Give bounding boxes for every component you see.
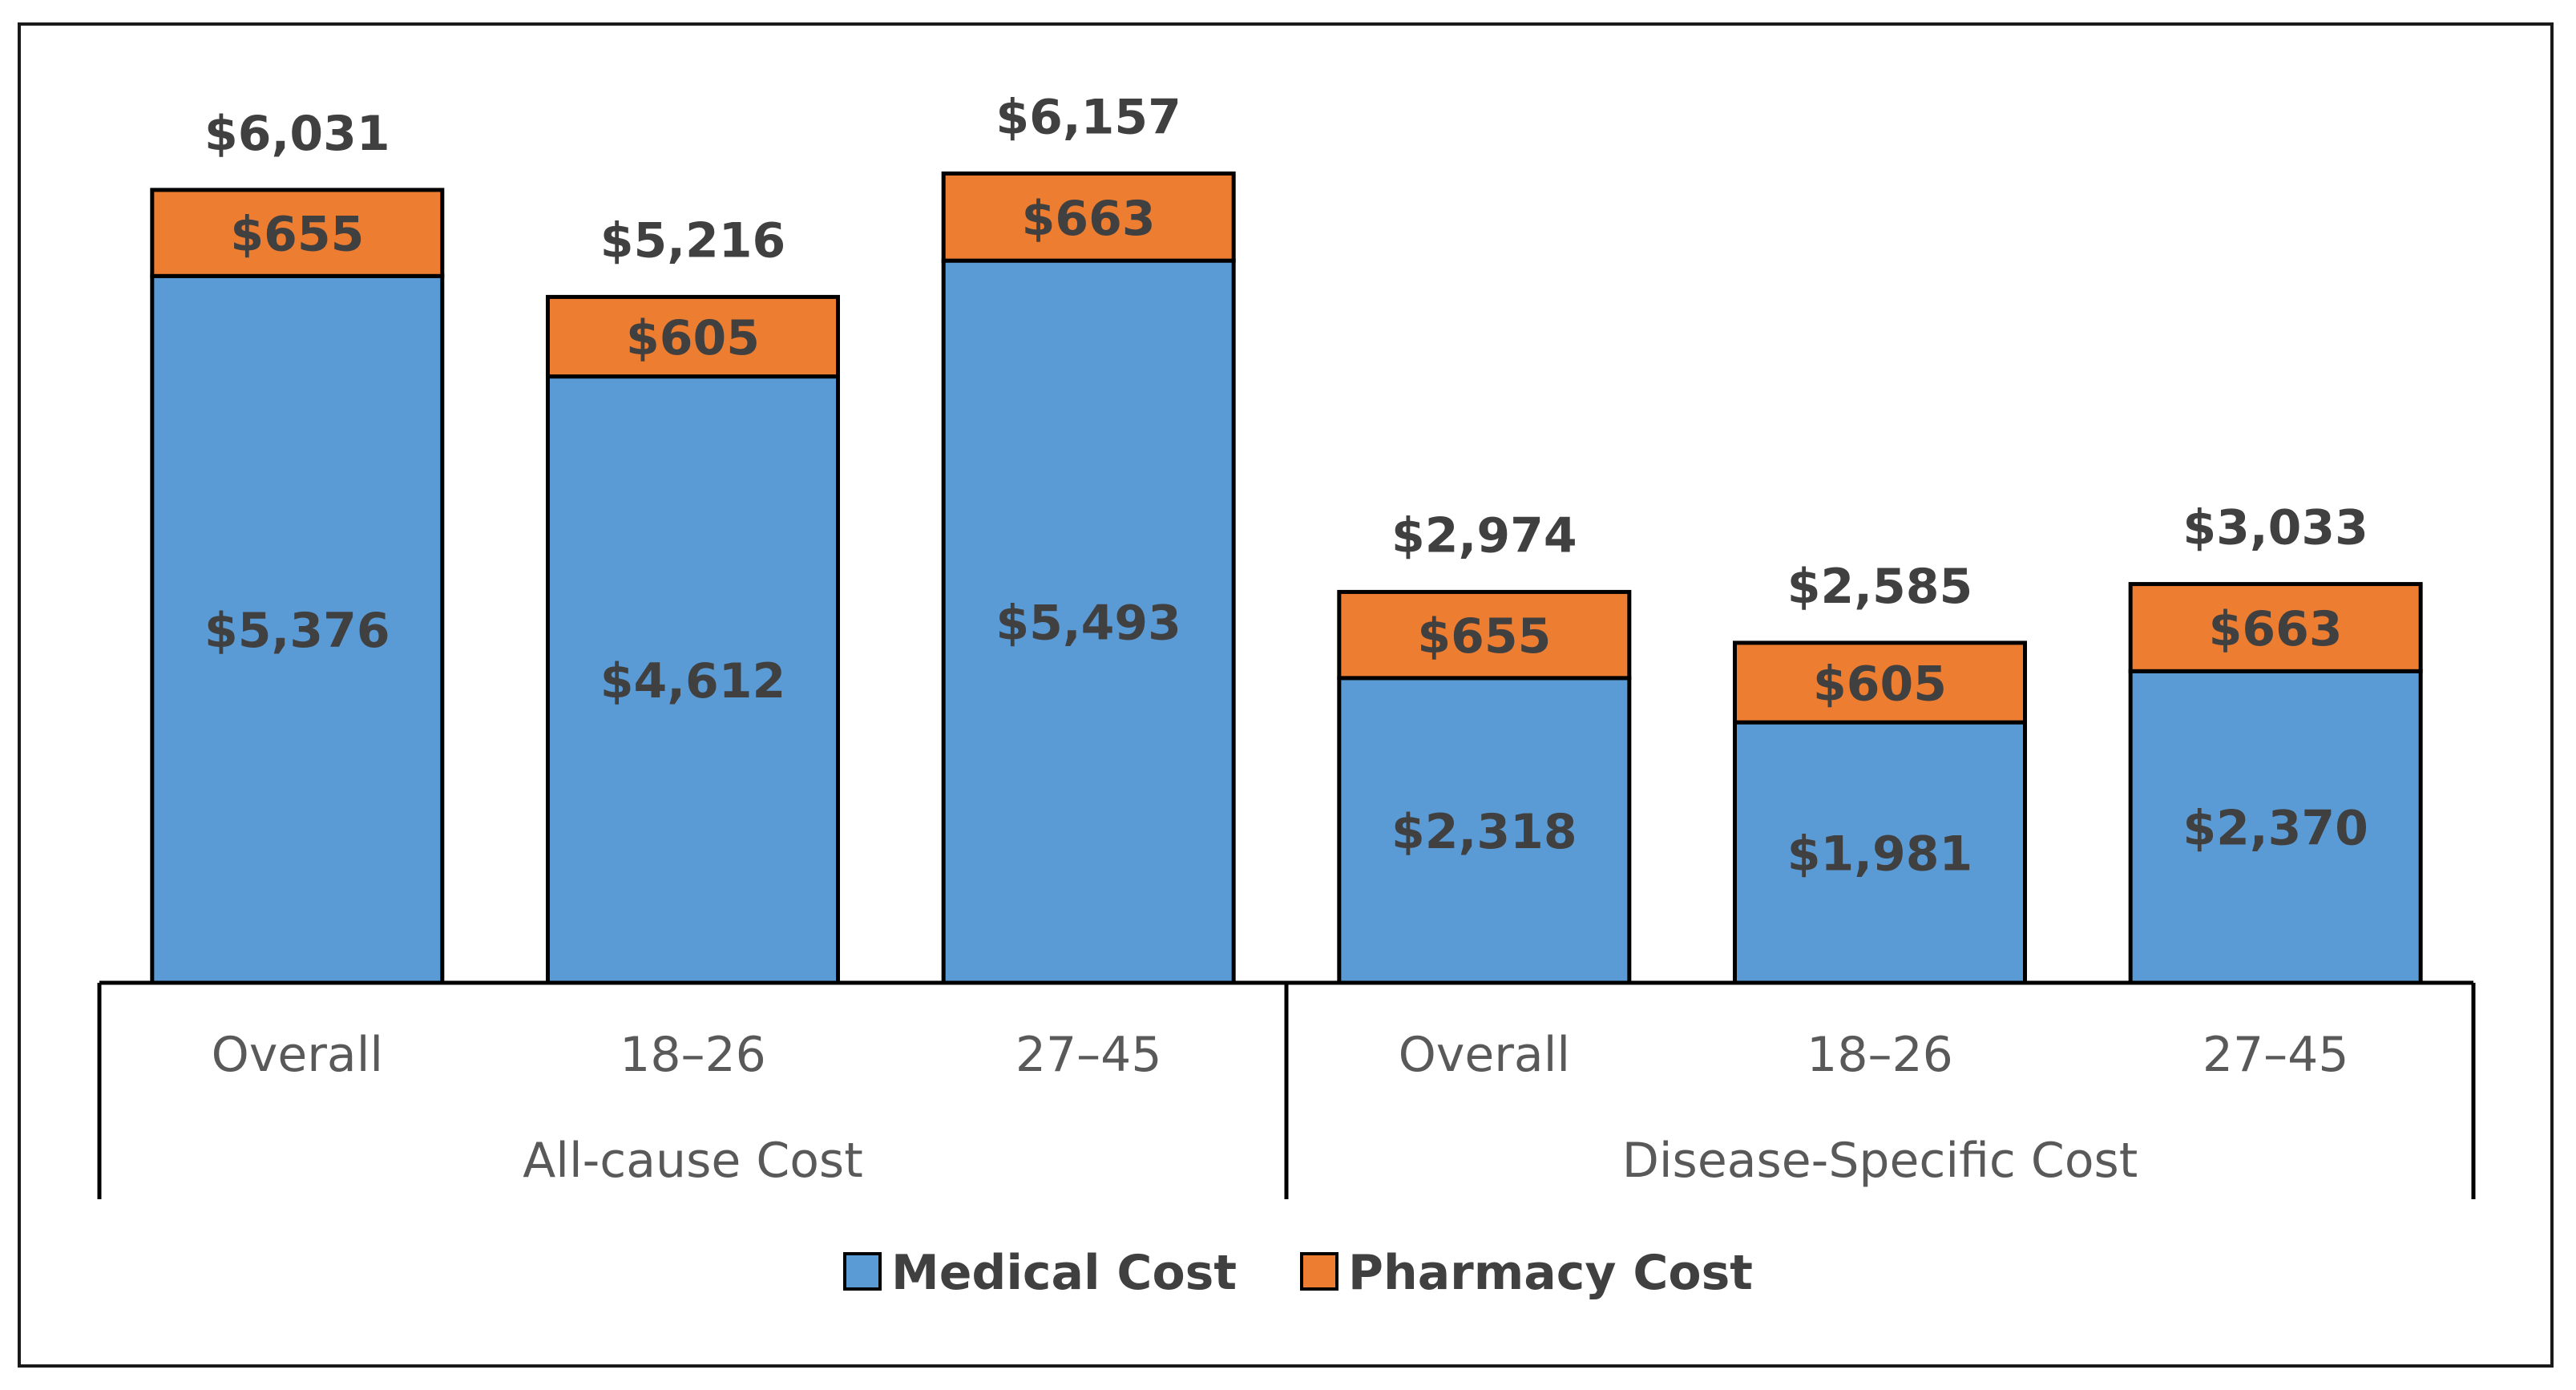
data-label-total: $2,585 <box>1787 559 1973 615</box>
x-tick-label: 18–26 <box>620 1027 766 1083</box>
bar-pharmacy-cost[interactable] <box>1337 589 1632 681</box>
data-label-medical-cost: $2,370 <box>2182 801 2368 857</box>
x-tick-label: 27–45 <box>1015 1027 1162 1083</box>
bar-medical-cost[interactable] <box>941 258 1236 985</box>
data-label-pharmacy-cost: $605 <box>1813 657 1947 713</box>
data-label-medical-cost: $1,981 <box>1787 826 1973 883</box>
bar-medical-cost[interactable] <box>150 273 445 985</box>
data-label-medical-cost: $4,612 <box>600 653 786 709</box>
bar-medical-cost[interactable] <box>546 374 840 985</box>
data-label-total: $5,216 <box>600 212 786 269</box>
data-label-total: $2,974 <box>1391 507 1577 564</box>
x-tick-label: Overall <box>212 1027 383 1083</box>
bar-pharmacy-cost[interactable] <box>150 188 445 278</box>
x-tick-label: 18–26 <box>1807 1027 1953 1083</box>
x-group-label: All-cause Cost <box>523 1133 862 1189</box>
bar-medical-cost[interactable] <box>2128 669 2423 985</box>
bar-medical-cost[interactable] <box>1733 720 2027 985</box>
bar-pharmacy-cost[interactable] <box>941 171 1236 263</box>
data-label-pharmacy-cost: $655 <box>230 207 364 263</box>
data-label-medical-cost: $5,376 <box>204 603 390 659</box>
data-label-medical-cost: $5,493 <box>995 596 1181 652</box>
bar-pharmacy-cost[interactable] <box>2128 582 2423 673</box>
data-label-pharmacy-cost: $605 <box>626 310 760 366</box>
data-label-pharmacy-cost: $663 <box>1022 191 1156 247</box>
data-label-total: $6,031 <box>204 106 390 162</box>
data-label-total: $6,157 <box>995 89 1181 145</box>
bar-pharmacy-cost[interactable] <box>1733 640 2027 725</box>
bar-pharmacy-cost[interactable] <box>546 294 840 379</box>
data-label-medical-cost: $2,318 <box>1391 804 1577 860</box>
x-group-label: Disease-Specific Cost <box>1622 1133 2138 1189</box>
legend-label: Pharmacy Cost <box>1348 1245 1753 1301</box>
data-label-pharmacy-cost: $655 <box>1417 608 1551 665</box>
x-tick-label: Overall <box>1399 1027 1570 1083</box>
legend-label: Medical Cost <box>891 1245 1237 1301</box>
legend-swatch <box>1300 1252 1338 1291</box>
bar-medical-cost[interactable] <box>1337 676 1632 985</box>
x-tick-label: 27–45 <box>2203 1027 2349 1083</box>
data-label-total: $3,033 <box>2182 500 2368 556</box>
legend-swatch <box>843 1252 882 1291</box>
data-label-pharmacy-cost: $663 <box>2209 601 2343 657</box>
